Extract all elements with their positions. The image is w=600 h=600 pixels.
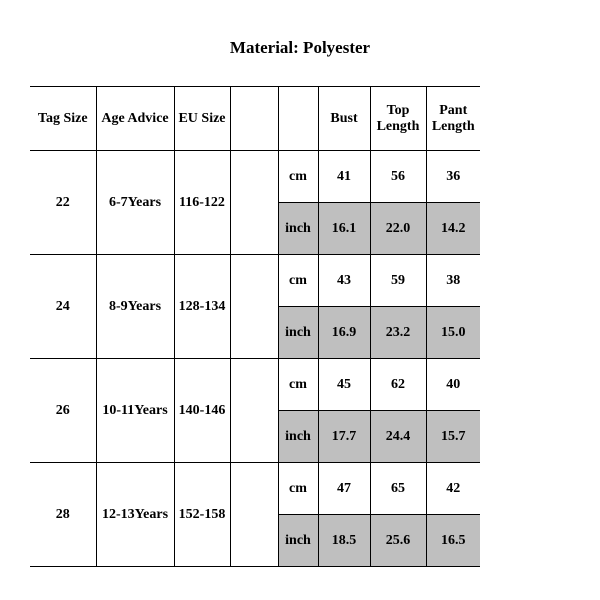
- cell-pantl-inch: 15.7: [426, 411, 480, 463]
- cell-topl-cm: 56: [370, 151, 426, 203]
- cell-bust-cm: 41: [318, 151, 370, 203]
- cell-unit-cm: cm: [278, 151, 318, 203]
- cell-bust-cm: 47: [318, 463, 370, 515]
- cell-bust-cm: 45: [318, 359, 370, 411]
- table-row: 24 8-9Years 128-134 cm 43 59 38: [30, 255, 480, 307]
- cell-age-advice: 8-9Years: [96, 255, 174, 359]
- page-title: Material: Polyester: [0, 0, 600, 86]
- cell-bust-inch: 16.9: [318, 307, 370, 359]
- cell-blank: [230, 255, 278, 359]
- cell-age-advice: 6-7Years: [96, 151, 174, 255]
- cell-eu-size: 128-134: [174, 255, 230, 359]
- col-bust: Bust: [318, 87, 370, 151]
- cell-topl-cm: 65: [370, 463, 426, 515]
- cell-tag-size: 24: [30, 255, 96, 359]
- cell-bust-inch: 16.1: [318, 203, 370, 255]
- col-eu-size: EU Size: [174, 87, 230, 151]
- table-row: 22 6-7Years 116-122 cm 41 56 36: [30, 151, 480, 203]
- cell-bust-inch: 17.7: [318, 411, 370, 463]
- cell-topl-cm: 59: [370, 255, 426, 307]
- cell-blank: [230, 359, 278, 463]
- table-row: 26 10-11Years 140-146 cm 45 62 40: [30, 359, 480, 411]
- cell-unit-inch: inch: [278, 203, 318, 255]
- cell-topl-inch: 22.0: [370, 203, 426, 255]
- cell-pantl-cm: 42: [426, 463, 480, 515]
- cell-age-advice: 10-11Years: [96, 359, 174, 463]
- table-header-row: Tag Size Age Advice EU Size Bust Top Len…: [30, 87, 480, 151]
- cell-blank: [230, 463, 278, 567]
- cell-unit-cm: cm: [278, 463, 318, 515]
- size-chart-table: Tag Size Age Advice EU Size Bust Top Len…: [30, 86, 480, 567]
- cell-bust-cm: 43: [318, 255, 370, 307]
- cell-unit-inch: inch: [278, 411, 318, 463]
- cell-pantl-inch: 15.0: [426, 307, 480, 359]
- col-tag-size: Tag Size: [30, 87, 96, 151]
- col-top-length: Top Length: [370, 87, 426, 151]
- cell-unit-inch: inch: [278, 515, 318, 567]
- cell-topl-cm: 62: [370, 359, 426, 411]
- cell-pantl-cm: 36: [426, 151, 480, 203]
- cell-tag-size: 26: [30, 359, 96, 463]
- col-pant-length: Pant Length: [426, 87, 480, 151]
- cell-eu-size: 116-122: [174, 151, 230, 255]
- cell-age-advice: 12-13Years: [96, 463, 174, 567]
- cell-pantl-cm: 40: [426, 359, 480, 411]
- cell-unit-cm: cm: [278, 255, 318, 307]
- cell-eu-size: 140-146: [174, 359, 230, 463]
- cell-tag-size: 22: [30, 151, 96, 255]
- cell-topl-inch: 25.6: [370, 515, 426, 567]
- cell-bust-inch: 18.5: [318, 515, 370, 567]
- cell-topl-inch: 24.4: [370, 411, 426, 463]
- col-blank: [230, 87, 278, 151]
- cell-tag-size: 28: [30, 463, 96, 567]
- cell-blank: [230, 151, 278, 255]
- cell-topl-inch: 23.2: [370, 307, 426, 359]
- cell-pantl-cm: 38: [426, 255, 480, 307]
- cell-pantl-inch: 16.5: [426, 515, 480, 567]
- table-row: 28 12-13Years 152-158 cm 47 65 42: [30, 463, 480, 515]
- col-unit-blank: [278, 87, 318, 151]
- cell-unit-inch: inch: [278, 307, 318, 359]
- col-age-advice: Age Advice: [96, 87, 174, 151]
- cell-pantl-inch: 14.2: [426, 203, 480, 255]
- cell-eu-size: 152-158: [174, 463, 230, 567]
- cell-unit-cm: cm: [278, 359, 318, 411]
